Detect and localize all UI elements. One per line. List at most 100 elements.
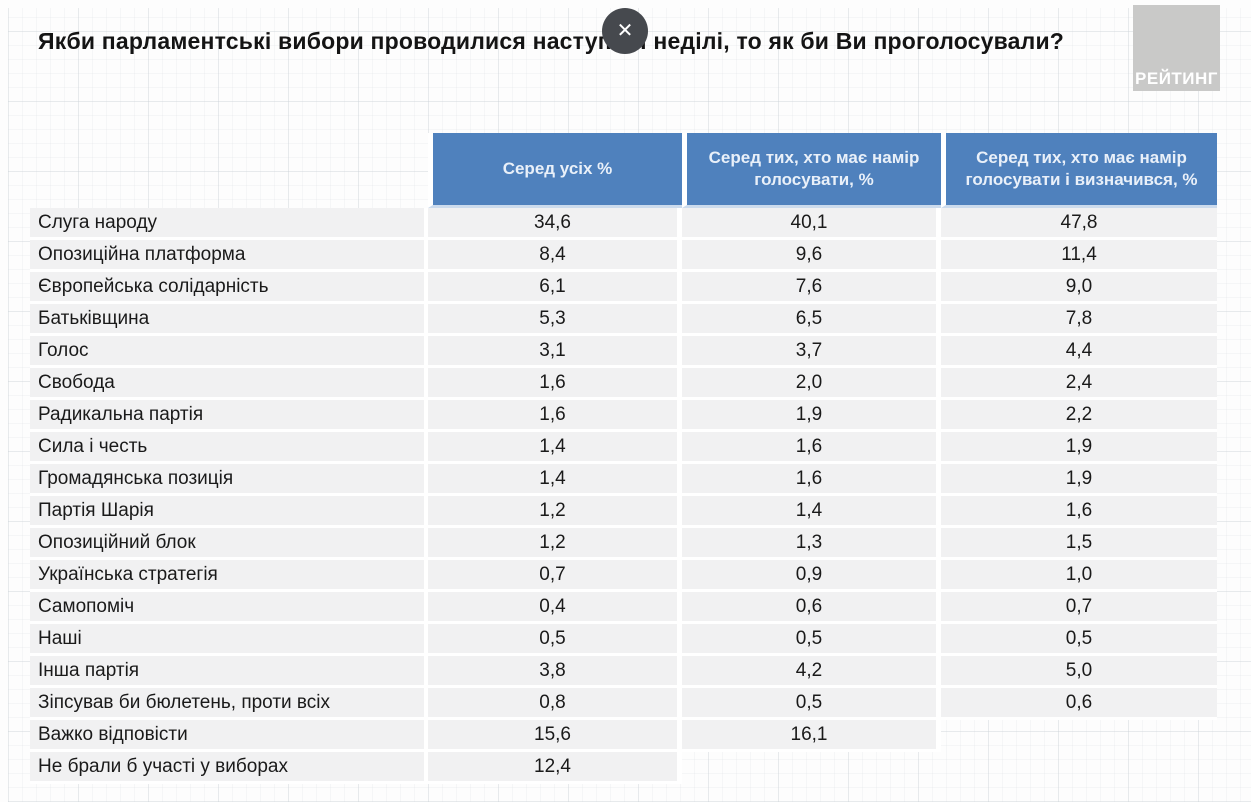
value-cell: 3,1: [428, 336, 682, 368]
party-name-cell: Громадянська позиція: [30, 464, 428, 496]
party-name-cell: Опозиційний блок: [30, 528, 428, 560]
value-cell: 12,4: [428, 752, 682, 784]
value-cell: 0,5: [682, 688, 941, 720]
table-row: Самопоміч 0,4 0,6 0,7: [30, 592, 1217, 624]
value-cell: 1,9: [941, 432, 1217, 464]
value-cell: [941, 720, 1217, 752]
value-cell: 1,9: [682, 400, 941, 432]
value-cell: 47,8: [941, 208, 1217, 240]
value-cell: 15,6: [428, 720, 682, 752]
value-cell: 16,1: [682, 720, 941, 752]
value-cell: 2,0: [682, 368, 941, 400]
table-row: Сила і честь 1,4 1,6 1,9: [30, 432, 1217, 464]
column-header-1: Серед тих, хто має намір голосувати, %: [682, 133, 941, 208]
value-cell: 1,6: [682, 464, 941, 496]
value-cell: 0,9: [682, 560, 941, 592]
table-row: Громадянська позиція 1,4 1,6 1,9: [30, 464, 1217, 496]
table-row: Зіпсував би бюлетень, проти всіх 0,8 0,5 0,…: [30, 688, 1217, 720]
value-cell: 6,1: [428, 272, 682, 304]
poll-results-table: Серед усіх % Серед тих, хто має намір гол…: [30, 133, 1217, 784]
table-row: Опозиційна платформа 8,4 9,6 11,4: [30, 240, 1217, 272]
party-column-spacer: [30, 133, 428, 208]
value-cell: 0,5: [682, 624, 941, 656]
party-name-cell: Важко відповісти: [30, 720, 428, 752]
value-cell: 1,6: [428, 400, 682, 432]
value-cell: 0,7: [941, 592, 1217, 624]
value-cell: 3,7: [682, 336, 941, 368]
value-cell: 4,4: [941, 336, 1217, 368]
value-cell: 1,6: [428, 368, 682, 400]
page-title: Якби парламентські вибори проводилися на…: [38, 28, 1065, 54]
value-cell: 7,8: [941, 304, 1217, 336]
value-cell: [941, 752, 1217, 784]
party-name-cell: Українська стратегія: [30, 560, 428, 592]
party-name-cell: Слуга народу: [30, 208, 428, 240]
table-row: Радикальна партія 1,6 1,9 2,2: [30, 400, 1217, 432]
value-cell: 1,9: [941, 464, 1217, 496]
value-cell: 1,2: [428, 496, 682, 528]
value-cell: 40,1: [682, 208, 941, 240]
party-name-cell: Батьківщина: [30, 304, 428, 336]
value-cell: 1,2: [428, 528, 682, 560]
value-cell: 5,3: [428, 304, 682, 336]
close-icon: ✕: [616, 20, 634, 42]
party-name-cell: Зіпсував би бюлетень, проти всіх: [30, 688, 428, 720]
column-header-2: Серед тих, хто має намір голосувати і ви…: [941, 133, 1217, 208]
value-cell: 1,5: [941, 528, 1217, 560]
table-row: Свобода 1,6 2,0 2,4: [30, 368, 1217, 400]
table-row: Слуга народу 34,6 40,1 47,8: [30, 208, 1217, 240]
rating-agency-logo-label: РЕЙТИНГ: [1135, 69, 1218, 88]
party-name-cell: Самопоміч: [30, 592, 428, 624]
value-cell: 6,5: [682, 304, 941, 336]
table-row: Наші 0,5 0,5 0,5: [30, 624, 1217, 656]
value-cell: 0,7: [428, 560, 682, 592]
value-cell: 0,4: [428, 592, 682, 624]
table-row: Важко відповісти 15,6 16,1: [30, 720, 1217, 752]
value-cell: 9,6: [682, 240, 941, 272]
table-row: Партія Шарія 1,2 1,4 1,6: [30, 496, 1217, 528]
value-cell: 5,0: [941, 656, 1217, 688]
table-row: Опозиційний блок 1,2 1,3 1,5: [30, 528, 1217, 560]
table-row: Українська стратегія 0,7 0,9 1,0: [30, 560, 1217, 592]
value-cell: 7,6: [682, 272, 941, 304]
value-cell: 3,8: [428, 656, 682, 688]
table-row: Інша партія 3,8 4,2 5,0: [30, 656, 1217, 688]
party-name-cell: Не брали б участі у виборах: [30, 752, 428, 784]
value-cell: [682, 752, 941, 784]
value-cell: 2,4: [941, 368, 1217, 400]
value-cell: 0,5: [428, 624, 682, 656]
party-name-cell: Партія Шарія: [30, 496, 428, 528]
value-cell: 1,6: [941, 496, 1217, 528]
value-cell: 4,2: [682, 656, 941, 688]
party-name-cell: Інша партія: [30, 656, 428, 688]
value-cell: 1,4: [428, 432, 682, 464]
value-cell: 1,4: [428, 464, 682, 496]
party-name-cell: Європейська солідарність: [30, 272, 428, 304]
party-name-cell: Наші: [30, 624, 428, 656]
table-row: Голос 3,1 3,7 4,4: [30, 336, 1217, 368]
table-row: Європейська солідарність 6,1 7,6 9,0: [30, 272, 1217, 304]
party-name-cell: Сила і честь: [30, 432, 428, 464]
value-cell: 2,2: [941, 400, 1217, 432]
party-name-cell: Свобода: [30, 368, 428, 400]
value-cell: 0,6: [682, 592, 941, 624]
table-row: Батьківщина 5,3 6,5 7,8: [30, 304, 1217, 336]
table-row: Не брали б участі у виборах 12,4: [30, 752, 1217, 784]
value-cell: 8,4: [428, 240, 682, 272]
poll-table-body: Слуга народу 34,6 40,1 47,8 Опозиційна платф…: [30, 208, 1217, 784]
party-name-cell: Опозиційна платформа: [30, 240, 428, 272]
value-cell: 9,0: [941, 272, 1217, 304]
value-cell: 1,4: [682, 496, 941, 528]
value-cell: 0,8: [428, 688, 682, 720]
value-cell: 1,0: [941, 560, 1217, 592]
value-cell: 1,6: [682, 432, 941, 464]
party-name-cell: Радикальна партія: [30, 400, 428, 432]
poll-table-header: Серед усіх % Серед тих, хто має намір гол…: [30, 133, 1217, 208]
value-cell: 34,6: [428, 208, 682, 240]
party-name-cell: Голос: [30, 336, 428, 368]
value-cell: 0,6: [941, 688, 1217, 720]
value-cell: 1,3: [682, 528, 941, 560]
rating-agency-logo: РЕЙТИНГ: [1133, 5, 1220, 91]
close-button[interactable]: ✕: [602, 8, 648, 54]
header-row: Серед усіх % Серед тих, хто має намір гол…: [30, 133, 1217, 208]
